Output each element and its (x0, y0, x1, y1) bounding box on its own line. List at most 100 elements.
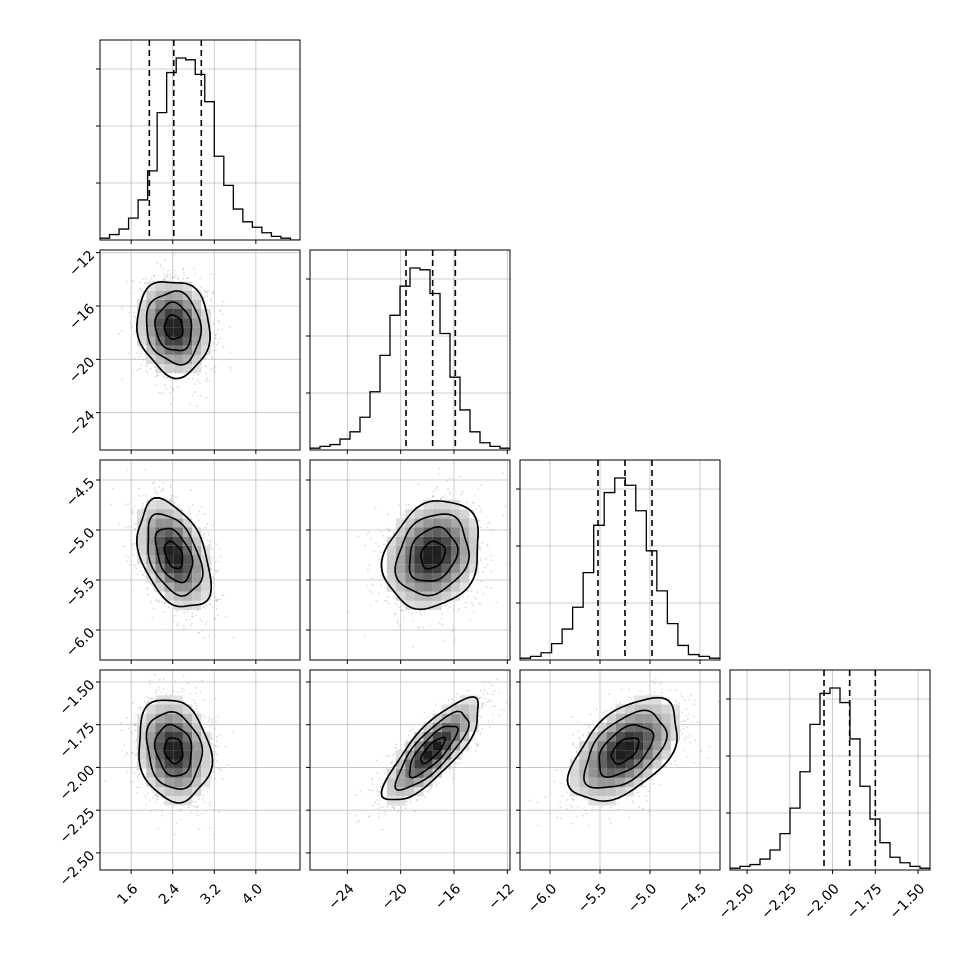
x-tick-label: −2.25 (758, 881, 800, 923)
sample-point (471, 509, 474, 512)
contours-inner (136, 496, 212, 608)
sample-point (208, 380, 211, 383)
sample-point (188, 618, 191, 621)
sample-point (141, 507, 144, 510)
density-cell (155, 345, 165, 355)
sample-point (449, 492, 452, 495)
density-cell (164, 573, 174, 583)
sample-point (191, 615, 194, 618)
sample-point (172, 389, 174, 392)
density-cell (173, 555, 183, 565)
density-cell (137, 527, 147, 537)
sample-point (139, 355, 141, 358)
sample-point (145, 588, 148, 591)
sample-point (397, 504, 400, 507)
sample-point (131, 544, 134, 547)
sample-point (145, 494, 148, 496)
sample-point (478, 505, 481, 507)
sample-point (378, 592, 380, 595)
density-cell (192, 345, 202, 355)
sample-point (201, 506, 203, 509)
sample-point (169, 484, 171, 487)
sample-point (131, 553, 134, 556)
sample-point (486, 543, 488, 546)
sample-point (163, 610, 165, 613)
sample-point (205, 604, 208, 607)
y-tick-label: −5.0 (63, 525, 98, 560)
density-cell (155, 518, 165, 528)
density-cell (155, 309, 165, 319)
sample-point (131, 512, 133, 515)
sample-point (481, 541, 484, 544)
sample-point (153, 274, 156, 277)
sample-point (151, 616, 154, 619)
sample-point (432, 490, 435, 493)
sample-point (193, 284, 195, 287)
panel-frame (99, 249, 301, 451)
sample-point (144, 281, 147, 284)
sample-point (479, 559, 482, 562)
sample-point (134, 564, 136, 567)
sample-point (197, 632, 200, 634)
sample-point (210, 332, 213, 334)
sample-point (204, 623, 207, 626)
sample-point (209, 543, 212, 546)
sample-point (147, 593, 150, 596)
density-cell (164, 299, 174, 309)
sample-point (111, 487, 114, 490)
y-tick-label: −6.0 (63, 625, 98, 660)
density-cell (155, 555, 165, 565)
sample-point (486, 526, 489, 529)
density-cell (164, 500, 174, 510)
sample-point (137, 298, 139, 301)
sample-point (216, 569, 219, 572)
sample-point (177, 276, 180, 279)
density-cell (192, 327, 202, 337)
sample-point (155, 384, 157, 387)
sample-point (170, 494, 173, 497)
sample-point (209, 540, 212, 543)
density-cell (146, 327, 156, 337)
sample-point (501, 472, 504, 474)
sample-point (485, 585, 488, 588)
density-cell (182, 299, 193, 309)
sample-point (229, 351, 231, 354)
density-cell (173, 527, 183, 537)
sample-point (176, 506, 179, 509)
sample-point (212, 577, 215, 580)
sample-point (224, 616, 227, 619)
sample-point (165, 387, 167, 390)
sample-point (128, 311, 131, 314)
sample-point (188, 506, 191, 509)
density-cell (182, 564, 193, 574)
density-cell (137, 509, 147, 519)
sample-point (138, 345, 141, 348)
sample-point (169, 391, 172, 394)
sample-point (205, 396, 208, 399)
sample-point (473, 596, 476, 599)
sample-point (212, 290, 215, 293)
sample-point (210, 562, 213, 565)
density-cell (182, 518, 193, 528)
sample-point (432, 495, 435, 498)
sample-point (154, 376, 156, 379)
sample-point (196, 404, 199, 407)
panel-frame (99, 459, 301, 661)
density-cell (146, 354, 156, 364)
density-cell (201, 591, 211, 601)
sample-point (471, 590, 473, 593)
sample-point (204, 364, 207, 367)
sample-point (205, 290, 207, 293)
sample-point (458, 607, 461, 610)
density-cell (182, 318, 193, 328)
sample-point (219, 555, 222, 558)
sample-point (163, 279, 166, 281)
sample-point (155, 489, 157, 492)
sample-point (423, 610, 425, 612)
sample-point (185, 618, 188, 621)
sample-point (210, 297, 212, 300)
sample-point (479, 511, 482, 513)
sample-point (197, 519, 200, 522)
sample-point (221, 313, 224, 316)
sample-point (155, 598, 158, 601)
